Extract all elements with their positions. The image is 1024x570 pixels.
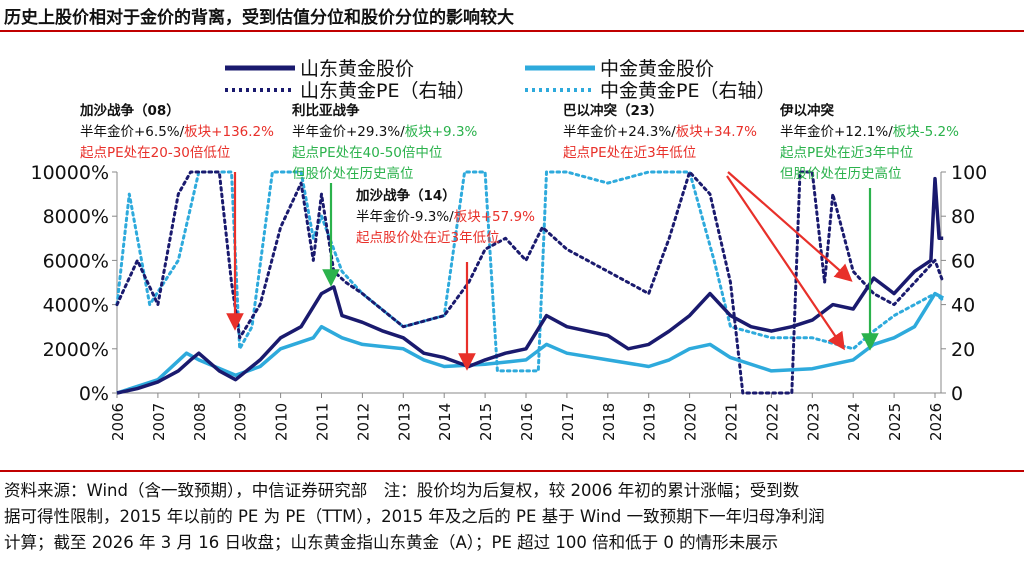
- y2-tick-label: 40: [951, 295, 975, 317]
- annotation-line1: 半年金价+24.3%/板块+34.7%: [563, 124, 757, 140]
- x-tick-label: 2019: [641, 403, 659, 441]
- gold-change: 半年金价+12.1%/: [780, 124, 893, 140]
- sector-change: 板块+9.3%: [405, 124, 478, 140]
- y2-tick-label: 80: [951, 206, 975, 228]
- annotation-line2: 起点PE处在20-30倍低位: [80, 145, 230, 161]
- footnote-divider: [0, 470, 1024, 472]
- arrow-payi-zj: [726, 175, 845, 351]
- x-tick-label: 2009: [232, 403, 250, 441]
- legend-sd-price: 山东黄金股价: [300, 58, 414, 80]
- gold-change: 半年金价+24.3%/: [563, 124, 676, 140]
- sector-change: 板块-5.2%: [893, 124, 959, 140]
- x-tick-label: 2025: [886, 403, 904, 441]
- y-tick-label: 2000%: [43, 339, 109, 361]
- annotation-line2: 起点PE处在近3年低位: [563, 145, 696, 161]
- legend-sd-pe: 山东黄金PE（右轴）: [300, 80, 475, 102]
- annotation-line1: 半年金价+6.5%/板块+136.2%: [80, 124, 274, 140]
- x-tick-label: 2020: [682, 403, 700, 441]
- y2-tick-label: 0: [951, 383, 963, 405]
- gold-change: 半年金价+6.5%/: [80, 124, 185, 140]
- x-tick-label: 2018: [600, 403, 618, 441]
- x-tick-label: 2026: [927, 403, 945, 441]
- sector-change: 板块+136.2%: [184, 124, 274, 140]
- y-tick-label: 4000%: [43, 295, 109, 317]
- x-tick-label: 2010: [273, 403, 291, 441]
- gold-change: 半年金价+29.3%/: [292, 124, 405, 140]
- x-tick-label: 2023: [804, 403, 822, 441]
- x-tick-label: 2012: [354, 403, 372, 441]
- x-tick-label: 2008: [191, 403, 209, 441]
- annotation-line1: 半年金价+12.1%/板块-5.2%: [780, 124, 959, 140]
- sector-change: 板块+34.7%: [676, 124, 757, 140]
- y2-tick-label: 60: [951, 250, 975, 272]
- x-tick-label: 2024: [845, 403, 863, 441]
- annotation-event: 伊以冲突: [779, 102, 834, 119]
- annotation-line2: 起点股价处在近3年低位: [356, 230, 500, 246]
- annotation-event: 利比亚战争: [292, 102, 360, 119]
- annotation-line2: 起点PE处在近3年中位: [780, 145, 913, 161]
- legend-zj-pe: 中金黄金PE（右轴）: [600, 80, 775, 102]
- y2-tick-label: 100: [951, 162, 987, 184]
- x-tick-label: 2007: [150, 403, 168, 441]
- annotation-line1: 半年金价-9.3%/板块+57.9%: [356, 209, 535, 225]
- chart-title: 历史上股价相对于金价的背离，受到估值分位和股价分位的影响较大: [4, 8, 514, 28]
- series-line-1: [116, 291, 945, 395]
- arrow-payi-sd: [727, 171, 853, 282]
- x-tick-label: 2022: [763, 403, 781, 441]
- y-tick-label: 10000%: [31, 162, 110, 184]
- series-line-2: [115, 170, 945, 395]
- x-tick-label: 2017: [559, 403, 577, 441]
- annotation-event: 加沙战争（14）: [355, 187, 456, 204]
- x-tick-label: 2021: [723, 403, 741, 441]
- annotation-line1: 半年金价+29.3%/板块+9.3%: [292, 124, 478, 140]
- series-line-0: [116, 176, 944, 395]
- annotation-line3: 但股价处在历史高位: [292, 165, 414, 182]
- x-tick-label: 2013: [395, 403, 413, 441]
- title-divider: [0, 30, 1024, 32]
- footnote-line: 资料来源：Wind（含一致预期），中信证券研究部 注：股价均为后复权，较 200…: [4, 481, 800, 500]
- sector-change: 板块+57.9%: [454, 209, 535, 225]
- footnote-line: 计算；截至 2026 年 3 月 16 日收盘；山东黄金指山东黄金（A）；PE …: [4, 533, 779, 552]
- footnote: 资料来源：Wind（含一致预期），中信证券研究部 注：股价均为后复权，较 200…: [4, 478, 1019, 556]
- chart: 0% 2000% 4000% 6000% 8000% 10000% 0 20 40 60 80 100…: [31, 58, 988, 441]
- x-tick-label: 2011: [314, 403, 332, 441]
- x-tick-label: 2006: [109, 403, 127, 441]
- annotation-event: 加沙战争（08）: [79, 102, 180, 119]
- x-tick-label: 2016: [518, 403, 536, 441]
- y-tick-label: 8000%: [43, 206, 109, 228]
- y-tick-label: 0%: [79, 383, 109, 405]
- legend-zj-price: 中金黄金股价: [600, 58, 714, 80]
- footnote-line: 据可得性限制，2015 年以前的 PE 为 PE（TTM），2015 年及之后的…: [4, 507, 825, 526]
- annotation-event: 巴以冲突（23）: [563, 102, 663, 119]
- annotation-line3: 但股价处在历史高位: [780, 165, 902, 182]
- annotation-line2: 起点PE处在40-50倍中位: [292, 145, 442, 161]
- y2-tick-label: 20: [951, 339, 975, 361]
- y-tick-label: 6000%: [43, 250, 109, 272]
- x-tick-label: 2014: [436, 403, 454, 441]
- x-tick-label: 2015: [477, 403, 495, 441]
- gold-change: 半年金价-9.3%/: [356, 209, 454, 225]
